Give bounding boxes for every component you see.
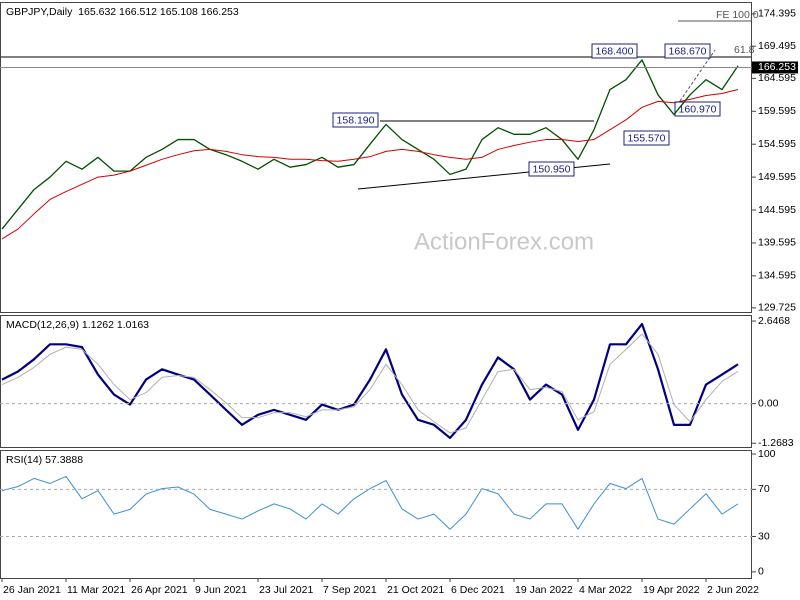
annotations: 158.190 168.400 168.670 150.950 155.570 …: [332, 9, 759, 177]
series-line: [1, 333, 739, 434]
y-tick-label: 144.595: [758, 204, 796, 216]
y-tick-label: -1.2683: [758, 437, 794, 449]
y-tick-label: 154.595: [758, 138, 796, 150]
annotation-box: [591, 43, 638, 59]
x-tick-label: 11 Mar 2021: [67, 584, 125, 596]
panel-frame: [0, 315, 752, 448]
x-tick-label: 7 Sep 2021: [323, 584, 377, 596]
series-line: [1, 475, 739, 530]
x-tick-label: 21 Oct 2021: [387, 584, 444, 596]
annotation-box: [528, 161, 575, 177]
annotation-box: [664, 43, 711, 59]
annotation-box: [623, 130, 670, 146]
y-tick-label: 100: [758, 448, 776, 460]
y-tick-label: 30: [758, 530, 770, 542]
y-tick-label: 2.6468: [758, 315, 790, 327]
annotation: 61.8: [734, 44, 755, 56]
y-tick-label: 0.00: [758, 397, 779, 409]
panel-title: GBPJPY,Daily 165.632 166.512 165.108 166…: [6, 6, 239, 18]
annotation: 155.570: [628, 132, 666, 144]
x-tick-label: 26 Apr 2021: [131, 584, 188, 596]
x-tick-label: 19 Apr 2022: [643, 584, 700, 596]
panel-frame: [0, 2, 752, 313]
y-tick-label: 0: [758, 566, 764, 578]
annotation: 150.950: [533, 163, 571, 175]
y-tick-label: 70: [758, 483, 770, 495]
x-tick-label: 6 Dec 2021: [451, 584, 505, 596]
series-line: [1, 89, 739, 240]
annotation-box: [674, 101, 721, 117]
x-tick-label: 26 Jan 2021: [3, 584, 61, 596]
y-tick-label: 174.395: [758, 8, 796, 20]
watermark: ActionForex.com: [414, 228, 594, 255]
y-tick-label: 129.725: [758, 302, 796, 314]
last-price-label: 166.253: [758, 61, 796, 73]
y-tick-label: 164.595: [758, 72, 796, 84]
annotation: FE 100.0: [716, 9, 759, 21]
series-layer: [1, 59, 739, 530]
x-tick-label: 9 Jun 2021: [195, 584, 247, 596]
x-tick-label: 19 Jan 2022: [515, 584, 573, 596]
x-tick-label: 4 Mar 2022: [579, 584, 632, 596]
y-tick-label: 159.595: [758, 105, 796, 117]
series-line: [1, 59, 739, 230]
y-tick-label: 139.595: [758, 237, 796, 249]
y-tick-label: 149.595: [758, 171, 796, 183]
panel-frame: [0, 450, 752, 579]
panel-title: MACD(12,26,9) 1.1262 1.0163: [6, 319, 149, 331]
annotation: 168.670: [669, 45, 707, 57]
annotation: 160.970: [679, 103, 717, 115]
series-line: [1, 322, 739, 440]
y-tick-label: 134.595: [758, 270, 796, 282]
x-tick-label: 23 Jul 2021: [259, 584, 313, 596]
annotation-box: [332, 112, 379, 128]
annotation: 168.400: [596, 45, 634, 57]
last-price-box: [752, 61, 798, 74]
x-tick-label: 2 Jun 2022: [707, 584, 759, 596]
y-tick-label: 169.495: [758, 40, 796, 52]
annotation: 158.190: [337, 114, 375, 126]
panel-title: RSI(14) 57.3888: [6, 454, 83, 466]
